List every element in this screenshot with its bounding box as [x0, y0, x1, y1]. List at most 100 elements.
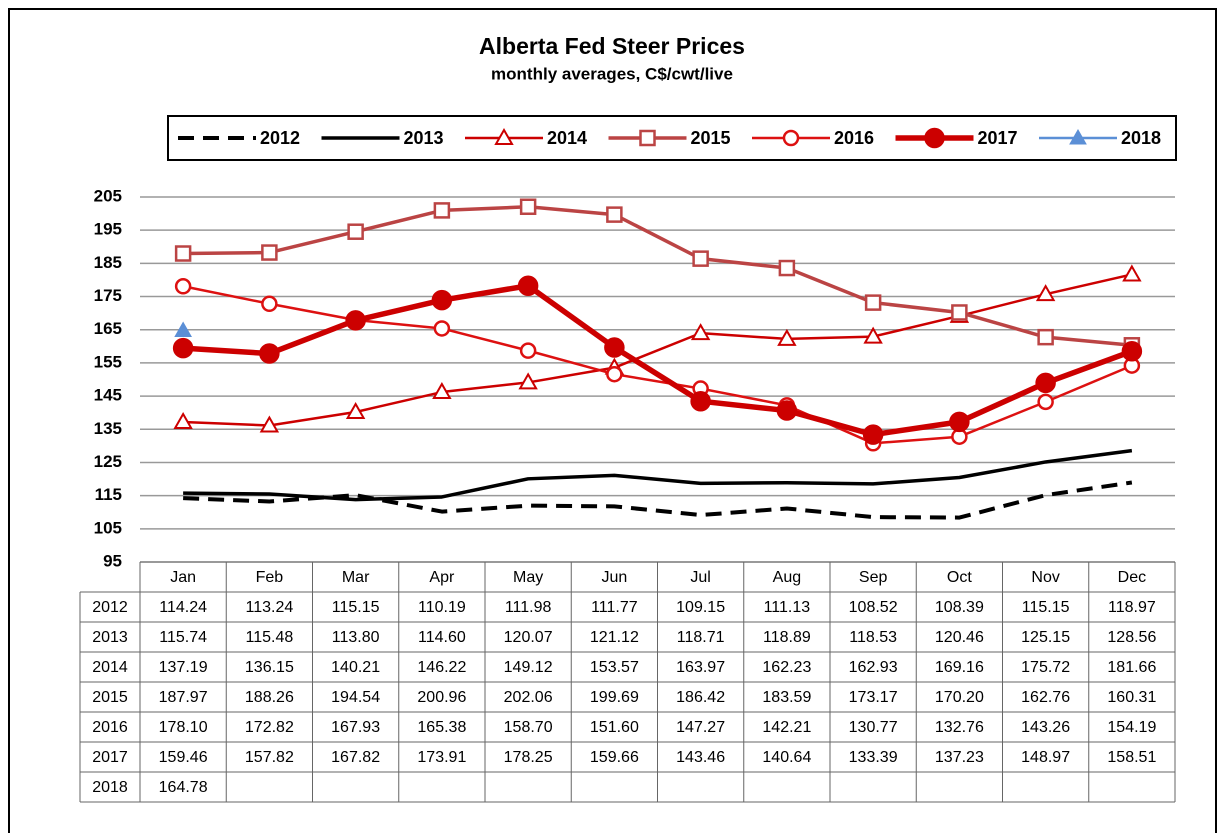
- table-value: 115.15: [332, 599, 380, 616]
- legend-label: 2012: [260, 128, 300, 148]
- point: [517, 275, 539, 297]
- legend-label: 2018: [1121, 128, 1161, 148]
- y-tick-label: 95: [103, 551, 122, 570]
- point: [1121, 341, 1143, 362]
- table-value: 115.74: [159, 629, 207, 646]
- table-value: 128.56: [1107, 629, 1156, 646]
- x-tick-label: Apr: [429, 569, 455, 586]
- point: [863, 326, 883, 344]
- x-tick-label: Jun: [601, 569, 627, 586]
- x-tick-label: Jan: [170, 569, 196, 586]
- table-value: 109.15: [676, 599, 725, 616]
- table-value: 146.22: [417, 659, 466, 676]
- series-line: [182, 283, 1133, 438]
- table-value: 143.26: [1021, 719, 1070, 736]
- y-tick-label: 115: [95, 485, 122, 504]
- table-value: 113.80: [332, 629, 380, 646]
- table-value: 187.97: [159, 689, 208, 706]
- table-value: 120.07: [504, 629, 553, 646]
- point: [345, 401, 366, 419]
- row-label: 2014: [92, 659, 128, 676]
- point: [1035, 372, 1056, 394]
- row-label: 2015: [92, 689, 128, 706]
- point: [518, 372, 538, 390]
- x-tick-label: Mar: [342, 569, 370, 586]
- table-value: 137.23: [935, 749, 984, 766]
- row-label: 2017: [92, 749, 128, 766]
- table-value: 137.19: [159, 659, 208, 676]
- table-value: 159.46: [159, 749, 208, 766]
- table-value: 118.71: [677, 629, 725, 646]
- point: [259, 343, 280, 364]
- point: [432, 382, 452, 400]
- point: [690, 323, 711, 341]
- table-value: 158.51: [1107, 749, 1156, 766]
- point: [864, 294, 882, 311]
- table-value: 160.31: [1107, 689, 1156, 706]
- y-tick-label: 155: [94, 352, 122, 371]
- point: [1037, 393, 1054, 411]
- legend-marker: [1069, 128, 1087, 145]
- table-value: 170.20: [935, 689, 984, 706]
- table-value: 147.27: [676, 719, 725, 736]
- legend-label: 2015: [691, 128, 731, 148]
- row-label: 2016: [92, 719, 128, 736]
- table-value: 111.77: [591, 599, 638, 616]
- legend-marker: [494, 127, 514, 145]
- point: [519, 342, 537, 359]
- chart-subtitle: monthly averages, C$/cwt/live: [491, 64, 733, 83]
- table-value: 188.26: [245, 689, 294, 706]
- table-value: 110.19: [418, 599, 466, 616]
- y-tick-label: 135: [94, 419, 122, 438]
- table-value: 202.06: [504, 689, 553, 706]
- table-value: 159.66: [590, 749, 639, 766]
- table-value: 120.46: [935, 629, 984, 646]
- point: [606, 365, 623, 383]
- x-tick-label: Nov: [1031, 569, 1059, 586]
- frame: [8, 8, 1217, 833]
- y-tick-label: 145: [94, 386, 122, 405]
- point: [776, 400, 798, 421]
- table-value: 169.16: [935, 659, 984, 676]
- point: [173, 411, 193, 430]
- table-value: 140.64: [762, 749, 811, 766]
- table-value: 163.97: [676, 659, 725, 676]
- y-tick-label: 105: [94, 518, 122, 537]
- table-value: 130.77: [849, 719, 898, 736]
- table-value: 162.93: [849, 659, 898, 676]
- table-value: 178.25: [504, 749, 553, 766]
- table-value: 186.42: [676, 689, 725, 706]
- table-value: 167.93: [331, 719, 380, 736]
- table-value: 115.15: [1022, 599, 1070, 616]
- point: [174, 245, 192, 262]
- point: [174, 321, 192, 337]
- table-value: 178.10: [159, 719, 208, 736]
- point: [431, 289, 453, 311]
- point: [345, 310, 366, 331]
- table-value: 151.60: [590, 719, 639, 736]
- point: [174, 278, 192, 295]
- table-value: 162.23: [762, 659, 811, 676]
- table-value: 165.38: [417, 719, 466, 736]
- table-value: 154.19: [1107, 719, 1156, 736]
- legend-label: 2014: [547, 128, 587, 148]
- series-line: [182, 285, 1133, 445]
- point: [949, 411, 970, 433]
- table-value: 133.39: [849, 749, 898, 766]
- table-value: 148.97: [1021, 749, 1070, 766]
- row-label: 2012: [92, 599, 128, 616]
- legend-marker: [782, 129, 800, 147]
- table-value: 136.15: [245, 659, 294, 676]
- table-value: 175.72: [1021, 659, 1070, 676]
- table-value: 114.60: [418, 629, 466, 646]
- table-value: 115.48: [246, 629, 294, 646]
- legend-label: 2017: [978, 128, 1018, 148]
- table-value: 194.54: [331, 689, 380, 706]
- point: [692, 250, 709, 267]
- table-value: 111.98: [505, 599, 552, 616]
- y-tick-label: 165: [94, 319, 122, 338]
- x-tick-label: Feb: [256, 569, 284, 586]
- table-value: 173.17: [849, 689, 898, 706]
- table-value: 173.91: [417, 749, 466, 766]
